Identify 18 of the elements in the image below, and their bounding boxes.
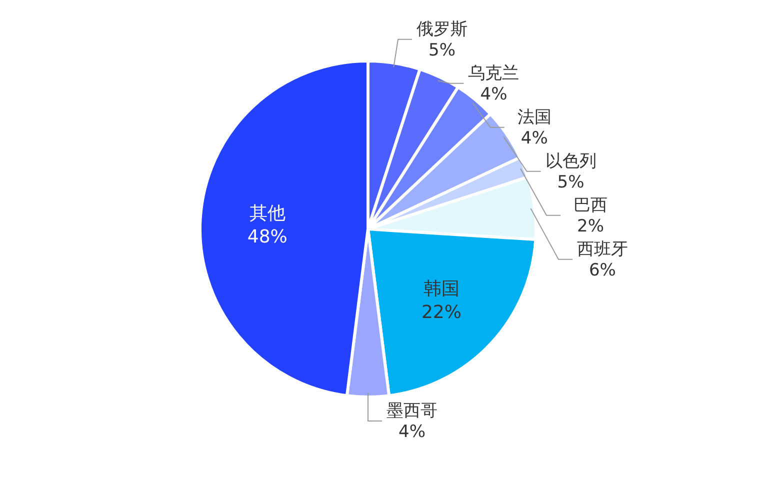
data-label: 6% [588, 260, 616, 281]
slice-label: 其他 [249, 203, 286, 224]
data-label: 4% [520, 128, 548, 149]
slice-label: 西班牙 [576, 239, 628, 260]
slice-label: 法国 [517, 107, 552, 128]
data-label: 5% [428, 40, 456, 61]
slice-label: 巴西 [574, 195, 608, 216]
slice-label: 墨西哥 [386, 400, 438, 421]
data-label: 5% [557, 172, 584, 193]
data-label: 22% [421, 302, 462, 323]
slice-label: 乌克兰 [468, 63, 520, 84]
data-label: 4% [480, 84, 508, 105]
data-label: 2% [577, 216, 604, 237]
slice-label: 俄罗斯 [416, 19, 468, 40]
slice-label: 韩国 [423, 278, 460, 300]
slice-label: 以色列 [545, 151, 596, 172]
data-label: 4% [398, 422, 426, 442]
data-label: 48% [247, 226, 288, 248]
